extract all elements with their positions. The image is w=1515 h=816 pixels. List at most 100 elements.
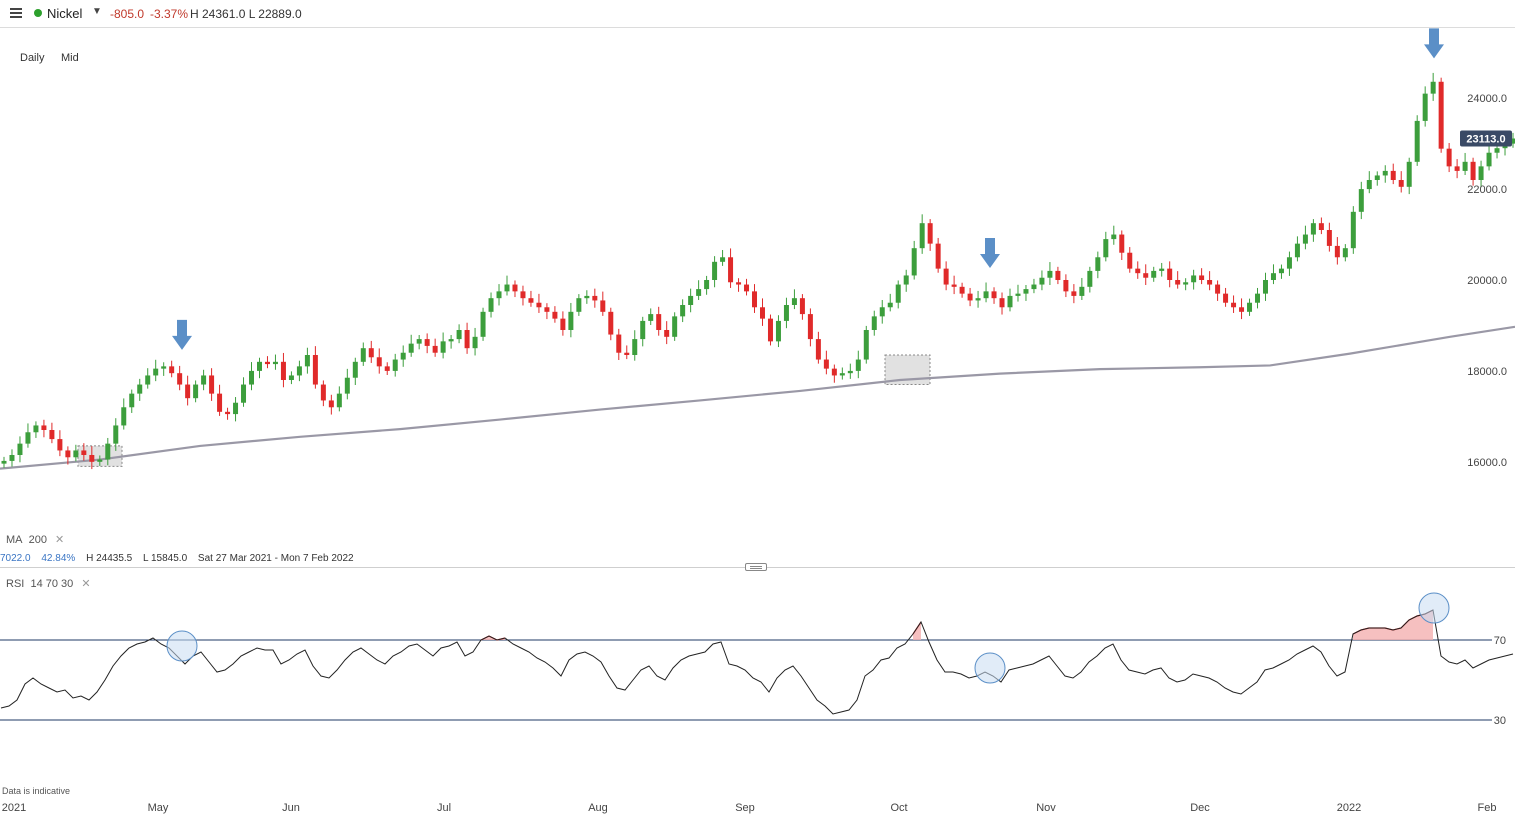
candle-body [983, 291, 989, 299]
candle-body [791, 298, 797, 305]
rsi-indicator-label[interactable]: RSI 14 70 30 ✕ [6, 577, 91, 590]
candle-body [839, 373, 845, 376]
candle-body [81, 450, 87, 455]
candle-body [1023, 289, 1029, 294]
candle-body [560, 318, 566, 330]
candle-body [1326, 230, 1332, 246]
candle-body [736, 282, 742, 285]
price-axis-tick: 18000.0 [1467, 366, 1507, 378]
candle-body [145, 375, 151, 385]
candle-body [592, 295, 598, 301]
candle-body [1470, 161, 1476, 180]
candle-body [400, 352, 406, 360]
rsi-peak-circle [166, 630, 198, 662]
candle-body [799, 298, 805, 315]
instrument-name[interactable]: Nickel [47, 6, 83, 21]
candle-body [1310, 223, 1316, 235]
caret-down-icon[interactable]: ▼ [92, 6, 102, 17]
candle-body [1262, 280, 1268, 294]
candle-body [927, 223, 933, 244]
down-arrow-icon [980, 238, 1000, 268]
price-change: -805.0 [110, 7, 145, 21]
candle-body [951, 284, 957, 287]
resize-handle-icon[interactable] [745, 563, 767, 571]
candle-body [472, 336, 478, 349]
candle-body [959, 286, 965, 294]
range-high: H 24435.5 [86, 553, 133, 564]
data-disclaimer: Data is indicative [2, 786, 71, 796]
time-axis-label: 2022 [1337, 802, 1361, 814]
candle-body [185, 384, 191, 399]
candle-body [1430, 81, 1436, 94]
candle-body [304, 355, 310, 367]
candle-body [568, 311, 574, 330]
ma-indicator-label[interactable]: MA 200 ✕ [6, 533, 64, 546]
ma200-line [0, 325, 1515, 470]
time-axis-label: Jun [282, 802, 300, 814]
high-low-readout: H 24361.0 L 22889.0 [190, 7, 302, 21]
candle-body [1071, 291, 1077, 296]
candle-body [807, 314, 813, 340]
candle-body [73, 450, 79, 458]
candle-body [193, 384, 199, 399]
candle-body [161, 366, 167, 369]
candle-body [1015, 293, 1021, 296]
range-change-pct: 42.84% [41, 553, 76, 564]
candle-body [312, 355, 318, 385]
candle-body [376, 357, 382, 367]
candle-body [1278, 268, 1284, 274]
candle-body [1342, 248, 1348, 258]
candle-body [1454, 166, 1460, 171]
hamburger-icon[interactable] [10, 8, 22, 18]
candle-body [241, 384, 247, 403]
candle-body [177, 373, 183, 385]
candle-body [783, 305, 789, 321]
time-axis-label: Jul [437, 802, 451, 814]
candle-body [1358, 189, 1364, 212]
candle-body [680, 305, 686, 317]
candle-body [1007, 295, 1013, 308]
candle-body [975, 298, 981, 301]
ma-period: 200 [28, 534, 47, 546]
candle-body [1374, 175, 1380, 180]
candle-body [169, 366, 175, 374]
interval-button[interactable]: Daily [20, 52, 45, 64]
candle-body [105, 443, 111, 460]
candle-body [1119, 234, 1125, 253]
candle-body [991, 291, 997, 299]
candle-body [153, 368, 159, 376]
candle-body [1199, 275, 1205, 280]
candle-body [464, 330, 470, 349]
candle-body [1215, 284, 1221, 294]
candle-body [408, 343, 414, 353]
candle-body [1055, 270, 1061, 280]
candle-body [97, 459, 103, 462]
price-type-button[interactable]: Mid [61, 52, 79, 64]
price-axis-tick: 22000.0 [1467, 184, 1507, 196]
candle-body [1079, 286, 1085, 296]
candle-body [871, 316, 877, 330]
candle-body [1382, 170, 1388, 176]
candle-body [280, 361, 286, 380]
rsi-overbought-fill [1353, 610, 1433, 640]
candle-body [1239, 307, 1245, 312]
candle-body [320, 384, 326, 401]
rsi-axis-tick: 70 [1494, 635, 1506, 647]
candle-body [1143, 273, 1149, 278]
candle-body [911, 248, 917, 276]
candle-body [1478, 166, 1484, 180]
candle-body [1318, 223, 1324, 230]
remove-ma-icon[interactable]: ✕ [55, 534, 65, 546]
candle-body [855, 359, 861, 371]
candle-body [328, 400, 334, 408]
candle-body [272, 361, 278, 365]
time-axis-label: May [148, 802, 169, 814]
candle-body [1223, 293, 1229, 303]
rsi-line [0, 609, 1514, 715]
candle-body [89, 455, 95, 462]
candle-body [57, 439, 63, 451]
remove-rsi-icon[interactable]: ✕ [81, 578, 91, 590]
candle-body [1366, 180, 1372, 190]
candle-body [624, 352, 630, 355]
